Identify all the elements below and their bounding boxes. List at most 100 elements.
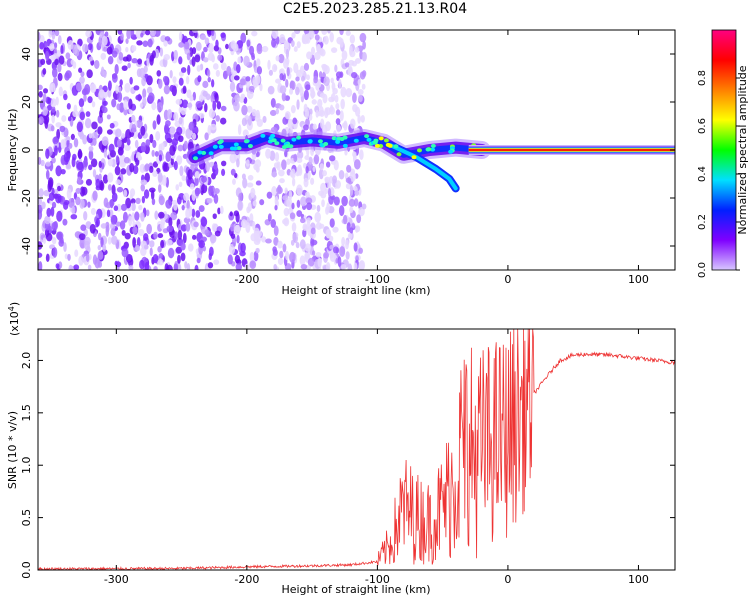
noise-speck	[326, 229, 331, 239]
noise-speck	[329, 218, 335, 228]
noise-speck	[68, 197, 75, 208]
noise-speck	[279, 178, 285, 184]
noise-speck	[220, 62, 227, 71]
noise-speck	[321, 30, 328, 36]
noise-speck	[289, 251, 296, 263]
noise-speck	[289, 212, 296, 220]
noise-speck	[152, 161, 159, 168]
noise-speck	[243, 55, 250, 67]
noise-speck	[77, 148, 83, 160]
noise-speck	[239, 96, 244, 103]
noise-speck	[192, 47, 197, 55]
noise-speck	[246, 89, 254, 100]
noise-speck	[162, 75, 168, 83]
noise-speck	[233, 75, 240, 81]
noise-speck	[180, 252, 186, 262]
noise-speck	[49, 43, 55, 52]
signal-blob	[193, 156, 199, 161]
noise-speck	[295, 242, 300, 249]
noise-speck	[256, 118, 263, 128]
noise-speck	[173, 49, 178, 60]
noise-speck	[94, 59, 100, 69]
noise-speck	[204, 229, 210, 236]
noise-speck	[79, 76, 85, 84]
signal-blob	[430, 143, 436, 148]
signal-blob	[385, 142, 391, 147]
noise-speck	[310, 227, 316, 235]
noise-speck	[127, 62, 131, 69]
noise-speck	[201, 175, 207, 183]
noise-speck	[321, 199, 325, 208]
noise-speck	[221, 160, 227, 167]
noise-speck	[160, 239, 165, 249]
noise-speck	[56, 231, 62, 240]
noise-speck	[256, 58, 261, 67]
noise-speck	[98, 36, 103, 47]
noise-speck	[73, 138, 79, 148]
noise-speck	[116, 203, 122, 212]
noise-speck	[136, 237, 141, 248]
noise-speck	[92, 137, 97, 146]
noise-speck	[106, 46, 113, 55]
noise-speck	[187, 64, 191, 76]
spectrogram-y-tick-label: -40	[20, 237, 33, 255]
noise-speck	[56, 210, 63, 222]
noise-speck	[100, 223, 107, 229]
noise-speck	[325, 161, 331, 168]
noise-speck	[156, 102, 164, 112]
noise-speck	[75, 196, 81, 206]
noise-speck	[115, 84, 119, 94]
noise-speck	[236, 234, 240, 244]
noise-speck	[325, 206, 330, 215]
snr-x-tick-label: -100	[365, 573, 390, 586]
colorbar-label: Normalized spectral amplitude	[736, 65, 749, 234]
noise-speck	[55, 263, 60, 269]
noise-speck	[95, 221, 99, 228]
noise-speck	[198, 112, 205, 119]
noise-speck	[350, 118, 356, 129]
noise-speck	[90, 158, 98, 168]
noise-speck	[191, 30, 199, 33]
noise-speck	[107, 55, 114, 65]
snr-y-axis: 0.0 0.5 1.0 1.5 2.0	[20, 352, 675, 579]
noise-speck	[84, 240, 90, 251]
noise-speck	[186, 52, 191, 61]
noise-speck	[310, 33, 315, 39]
noise-speck	[281, 159, 287, 171]
signal-blob	[393, 144, 399, 149]
signal-blob	[247, 144, 253, 149]
noise-speck	[304, 155, 310, 161]
noise-speck	[221, 168, 226, 177]
noise-speck	[180, 242, 186, 251]
noise-speck	[59, 125, 66, 133]
signal-blob	[291, 137, 297, 142]
noise-speck	[319, 48, 326, 57]
snr-y-tick-label: 1.5	[20, 404, 33, 422]
noise-speck	[97, 244, 102, 251]
snr-y-tick-label: 1.0	[20, 456, 33, 474]
noise-speck	[166, 239, 173, 246]
noise-speck	[252, 200, 257, 207]
noise-speck	[261, 45, 269, 53]
noise-speck	[157, 259, 164, 266]
noise-speck	[102, 244, 107, 252]
noise-speck	[133, 85, 140, 91]
noise-speck	[111, 184, 116, 196]
noise-speck	[38, 91, 43, 98]
noise-speck	[291, 177, 296, 187]
noise-speck	[314, 51, 321, 61]
noise-speck	[79, 198, 85, 209]
signal-blob	[197, 150, 203, 155]
signal-blob	[335, 139, 341, 144]
noise-speck	[269, 150, 276, 162]
noise-speck	[40, 159, 45, 167]
signal-blob	[243, 139, 249, 144]
noise-speck	[72, 109, 79, 118]
noise-speck	[358, 94, 363, 103]
noise-speck	[305, 33, 311, 39]
noise-speck	[54, 188, 59, 195]
noise-speck	[136, 40, 143, 46]
noise-speck	[138, 204, 143, 211]
noise-speck	[253, 230, 260, 241]
